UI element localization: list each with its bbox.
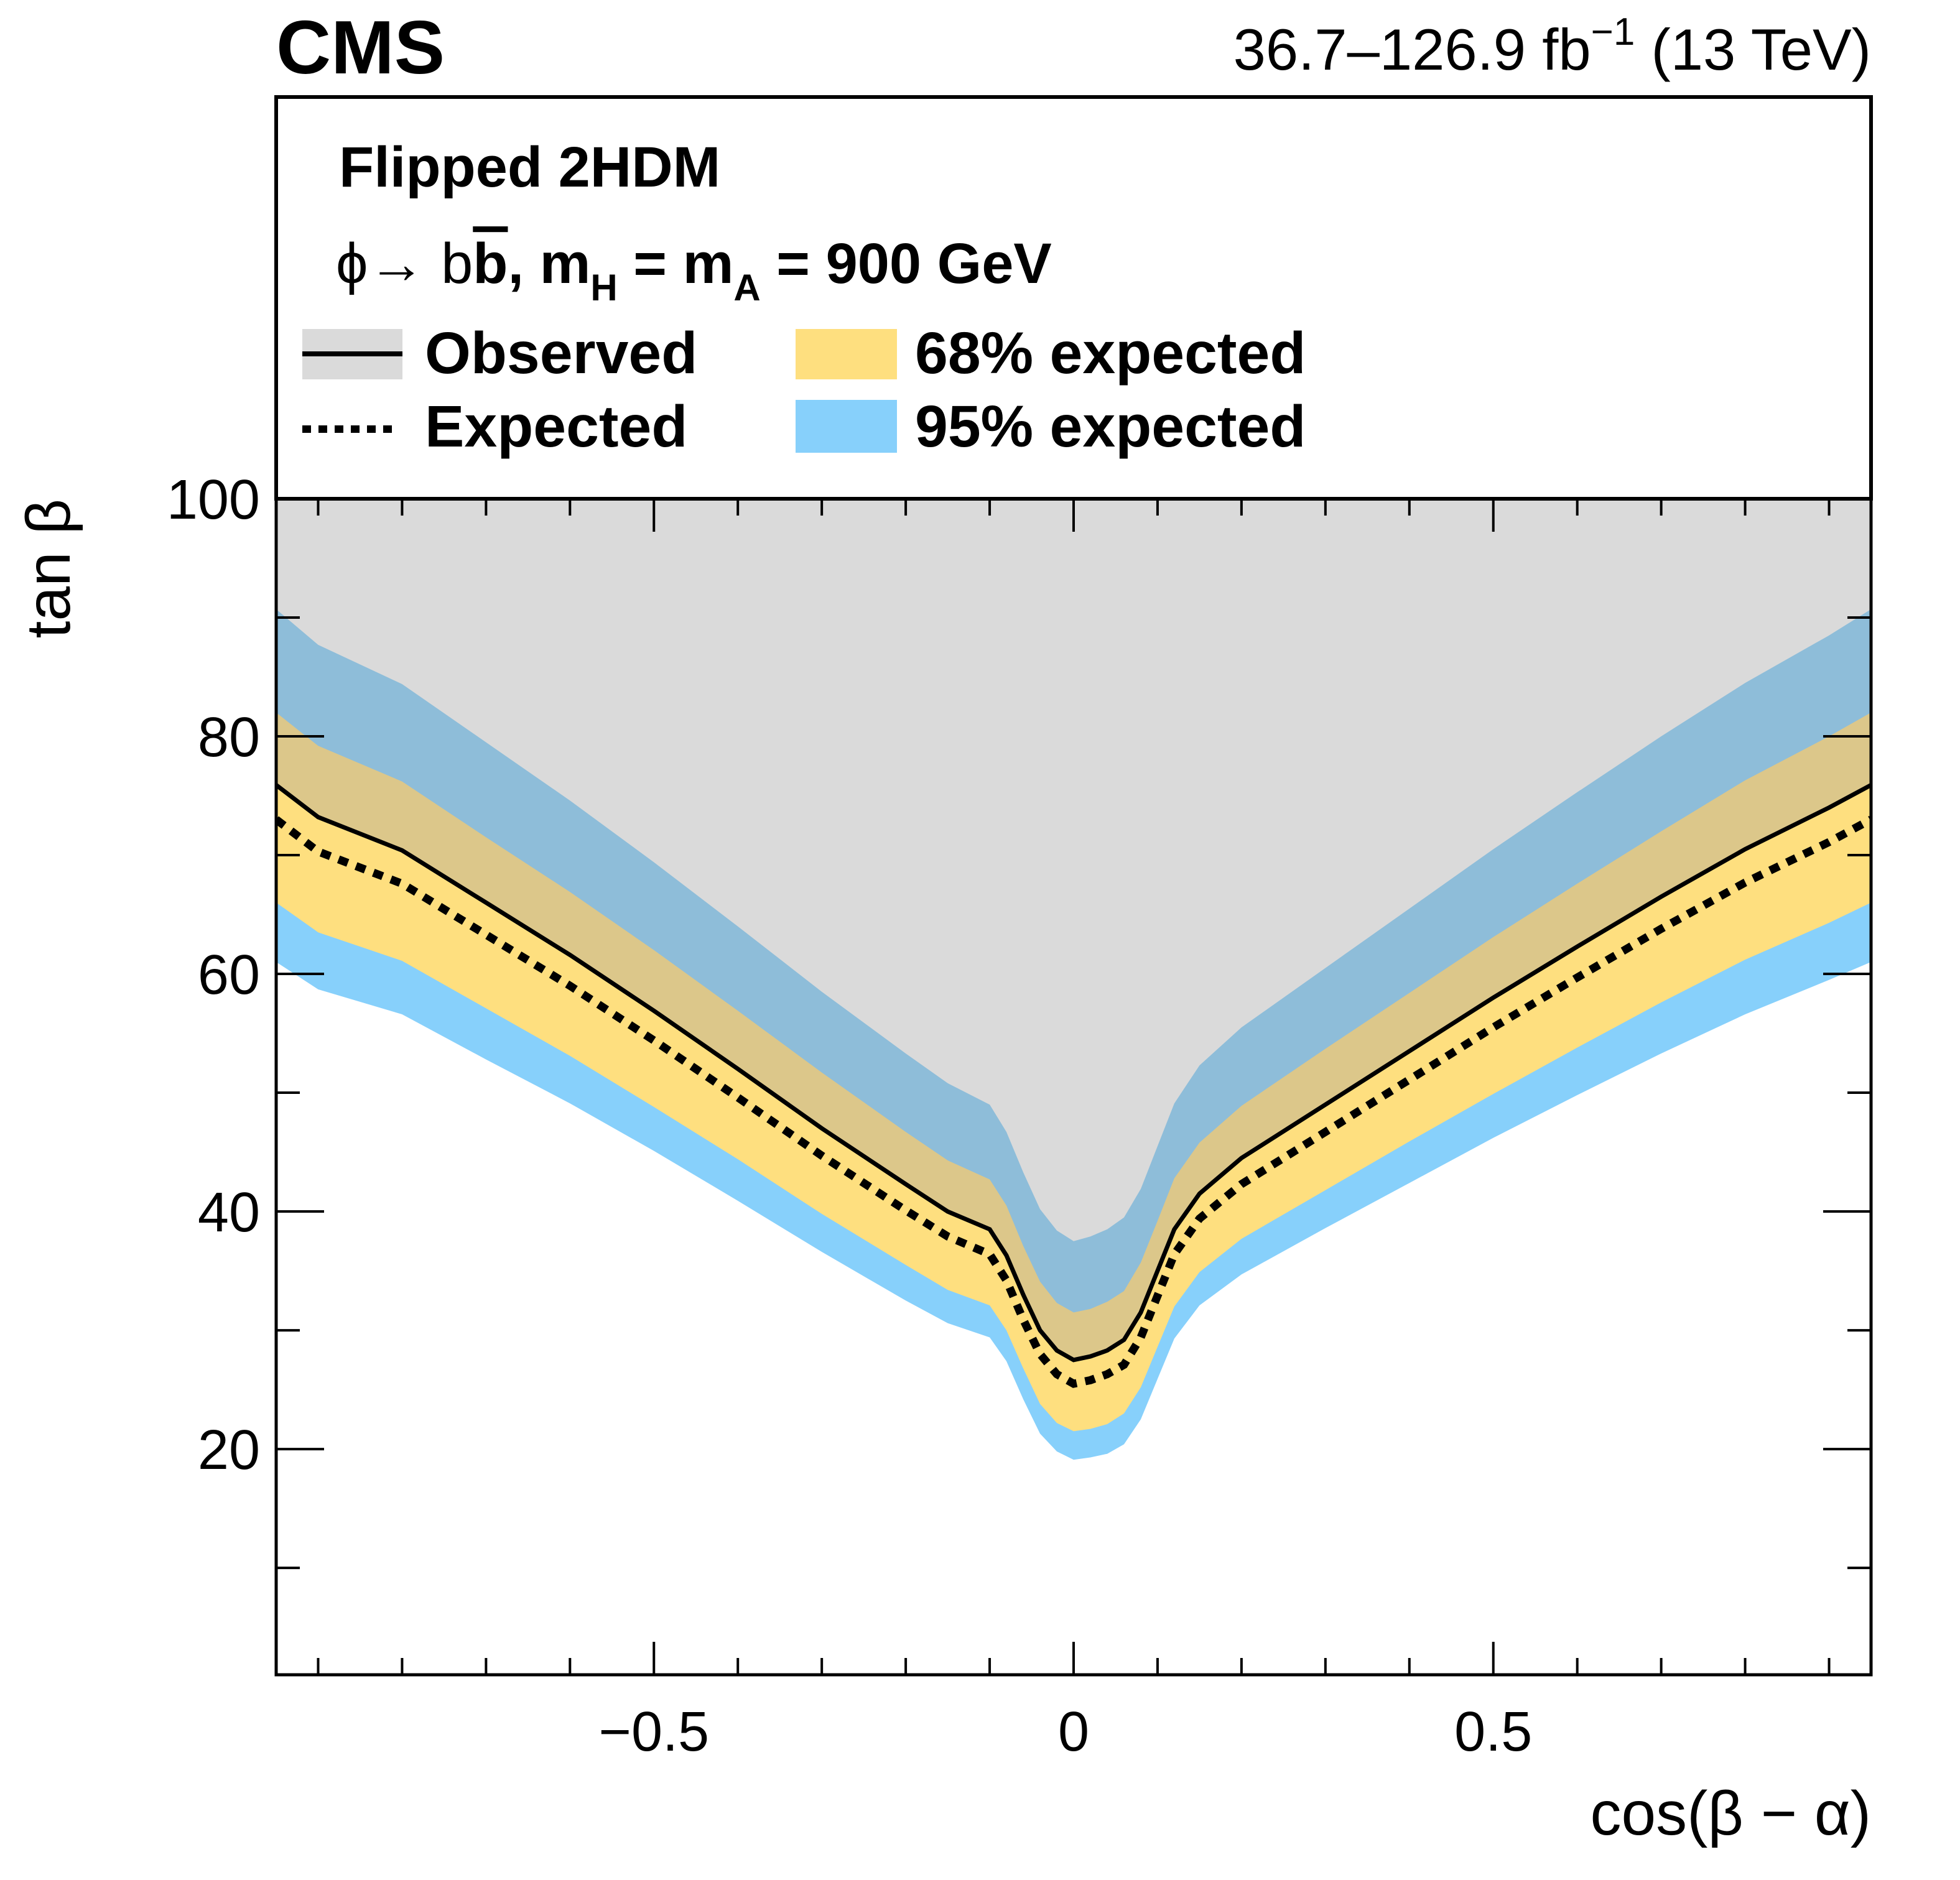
tick-labels: −0.5 0 0.5 20 40 60 80 100 bbox=[167, 469, 1532, 1763]
plot-area bbox=[276, 499, 1871, 1460]
x-axis-title: cos(β − α) bbox=[1590, 1779, 1871, 1848]
lumi-text: 36.7–126.9 fb bbox=[1233, 17, 1591, 82]
luminosity-label: 36.7–126.9 fb−1 (13 TeV) bbox=[1233, 11, 1871, 82]
observed-line bbox=[276, 783, 1871, 1363]
lines-layer bbox=[276, 783, 1871, 1388]
legend-label-observed: Observed bbox=[425, 320, 697, 386]
y-tick-label: 100 bbox=[167, 469, 260, 531]
energy-text: (13 TeV) bbox=[1651, 17, 1871, 82]
expected-line bbox=[276, 815, 1871, 1388]
x-tick-label: 0 bbox=[1058, 1701, 1089, 1763]
x-tick-label: −0.5 bbox=[598, 1701, 709, 1763]
legend: Flipped 2HDM ϕ→ bb, mH = mA = 900 GeV Ob… bbox=[274, 95, 1873, 501]
y-axis-title: tan β bbox=[14, 499, 83, 638]
excluded-region bbox=[276, 499, 1871, 1360]
lumi-exponent: −1 bbox=[1591, 11, 1635, 53]
legend-subtitle: ϕ→ bb, mH = mA = 900 GeV bbox=[336, 232, 1052, 308]
x-tick-label: 0.5 bbox=[1454, 1701, 1532, 1763]
legend-label-expected: Expected bbox=[425, 394, 687, 460]
y-tick-label: 40 bbox=[198, 1182, 260, 1244]
y-tick-label: 20 bbox=[198, 1419, 260, 1481]
y-tick-label: 60 bbox=[198, 944, 260, 1006]
cms-label: CMS bbox=[276, 5, 445, 90]
legend-swatch-95 bbox=[796, 400, 897, 453]
y-tick-label: 80 bbox=[198, 706, 260, 769]
legend-label-95: 95% expected bbox=[915, 394, 1306, 460]
excluded-layer bbox=[276, 499, 1871, 1360]
legend-label-68: 68% expected bbox=[915, 320, 1306, 386]
legend-box bbox=[274, 95, 1873, 501]
legend-swatch-68 bbox=[796, 329, 897, 379]
legend-title: Flipped 2HDM bbox=[339, 136, 720, 199]
